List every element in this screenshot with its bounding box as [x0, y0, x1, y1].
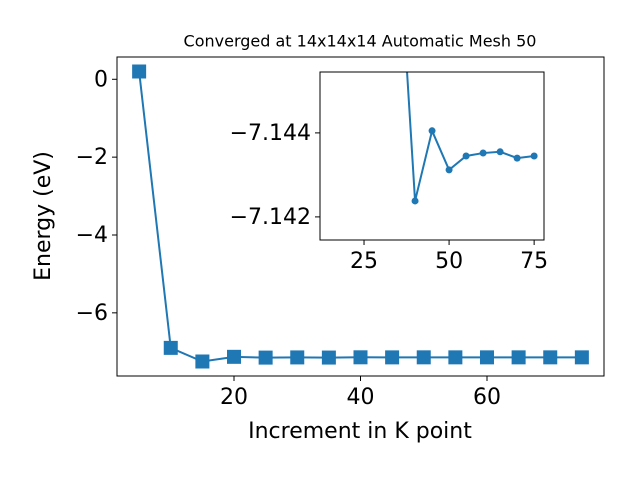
marker: [530, 152, 538, 160]
x-tick-label: 75: [520, 249, 548, 274]
marker: [428, 127, 436, 135]
x-tick-label: 20: [220, 385, 248, 410]
marker: [132, 64, 147, 79]
x-tick-label: 25: [350, 249, 378, 274]
x-axis-label: Increment in K point: [248, 419, 472, 444]
marker: [163, 340, 178, 355]
y-tick-label: −7.144: [230, 121, 311, 146]
y-axis-label: Energy (eV): [31, 151, 56, 281]
marker: [479, 149, 487, 157]
marker: [353, 350, 368, 365]
marker: [445, 166, 453, 174]
marker: [462, 152, 470, 160]
marker: [227, 349, 242, 364]
y-tick-label: −2: [76, 145, 108, 170]
marker: [543, 350, 558, 365]
marker: [574, 350, 589, 365]
plot-background: [320, 72, 544, 240]
axes-frame: [319, 71, 545, 241]
plot-area: [132, 64, 589, 369]
y-tick-label: −6: [76, 301, 108, 326]
y-tick-label: −4: [76, 223, 108, 248]
x-tick-label: 40: [347, 385, 375, 410]
x-tick-label: 50: [435, 249, 463, 274]
x-tick-label: 60: [473, 385, 501, 410]
marker: [258, 350, 273, 365]
marker: [448, 350, 463, 365]
marker: [411, 197, 419, 205]
marker: [321, 350, 336, 365]
y-tick-label: 0: [94, 67, 108, 92]
marker: [479, 350, 494, 365]
marker: [416, 350, 431, 365]
marker: [511, 350, 526, 365]
marker: [513, 154, 521, 162]
marker: [195, 354, 210, 369]
marker: [385, 350, 400, 365]
chart-title: Converged at 14x14x14 Automatic Mesh 50: [184, 32, 537, 51]
marker: [496, 148, 504, 156]
plot-area: [406, 72, 538, 205]
marker: [290, 350, 305, 365]
y-tick-label: −7.142: [230, 205, 311, 230]
